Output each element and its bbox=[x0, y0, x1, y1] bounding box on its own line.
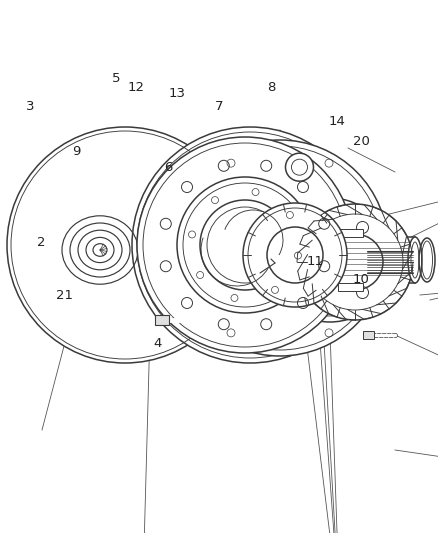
Circle shape bbox=[172, 140, 388, 356]
Text: 14: 14 bbox=[329, 115, 346, 128]
Circle shape bbox=[297, 204, 413, 320]
Circle shape bbox=[243, 203, 347, 307]
Circle shape bbox=[137, 137, 353, 353]
Text: 21: 21 bbox=[57, 289, 73, 302]
Text: 11: 11 bbox=[307, 255, 324, 268]
Circle shape bbox=[286, 153, 314, 181]
Circle shape bbox=[132, 127, 368, 363]
Bar bbox=[335, 237, 415, 283]
Text: 5: 5 bbox=[112, 72, 120, 85]
Text: 7: 7 bbox=[215, 100, 223, 113]
Text: 2: 2 bbox=[37, 236, 46, 249]
Circle shape bbox=[7, 127, 243, 363]
Text: 9: 9 bbox=[72, 146, 81, 158]
Circle shape bbox=[268, 198, 392, 322]
Text: 8: 8 bbox=[267, 82, 276, 94]
Text: 12: 12 bbox=[127, 82, 144, 94]
Circle shape bbox=[177, 177, 313, 313]
Circle shape bbox=[267, 227, 323, 283]
Circle shape bbox=[200, 200, 290, 290]
Ellipse shape bbox=[408, 237, 422, 283]
Bar bbox=[363, 331, 374, 339]
Bar bbox=[155, 315, 169, 325]
Text: 6: 6 bbox=[164, 161, 173, 174]
Bar bbox=[338, 283, 363, 291]
Text: 4: 4 bbox=[153, 337, 162, 350]
Text: 10: 10 bbox=[353, 273, 370, 286]
Bar bbox=[338, 229, 363, 237]
Text: 3: 3 bbox=[25, 100, 34, 113]
Text: 13: 13 bbox=[169, 87, 186, 100]
Text: 20: 20 bbox=[353, 135, 370, 148]
